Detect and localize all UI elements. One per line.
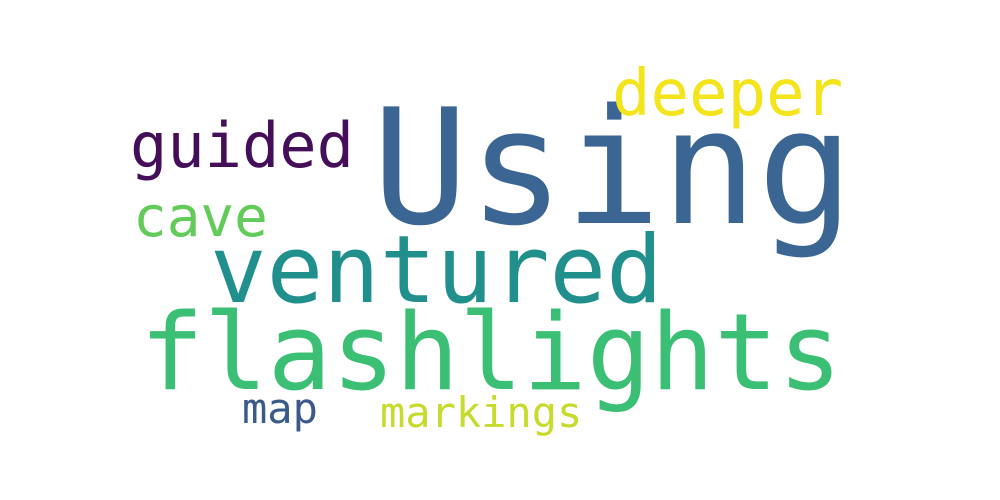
word-map: map: [242, 384, 318, 433]
word-flashlights: flashlights: [140, 291, 842, 414]
word-guided: guided: [130, 109, 354, 182]
word-ventured: ventured: [210, 216, 663, 325]
word-markings: markings: [380, 388, 583, 437]
word-using: Using: [372, 74, 854, 261]
word-cave: cave: [133, 185, 268, 250]
word-deeper: deeper: [612, 57, 844, 131]
